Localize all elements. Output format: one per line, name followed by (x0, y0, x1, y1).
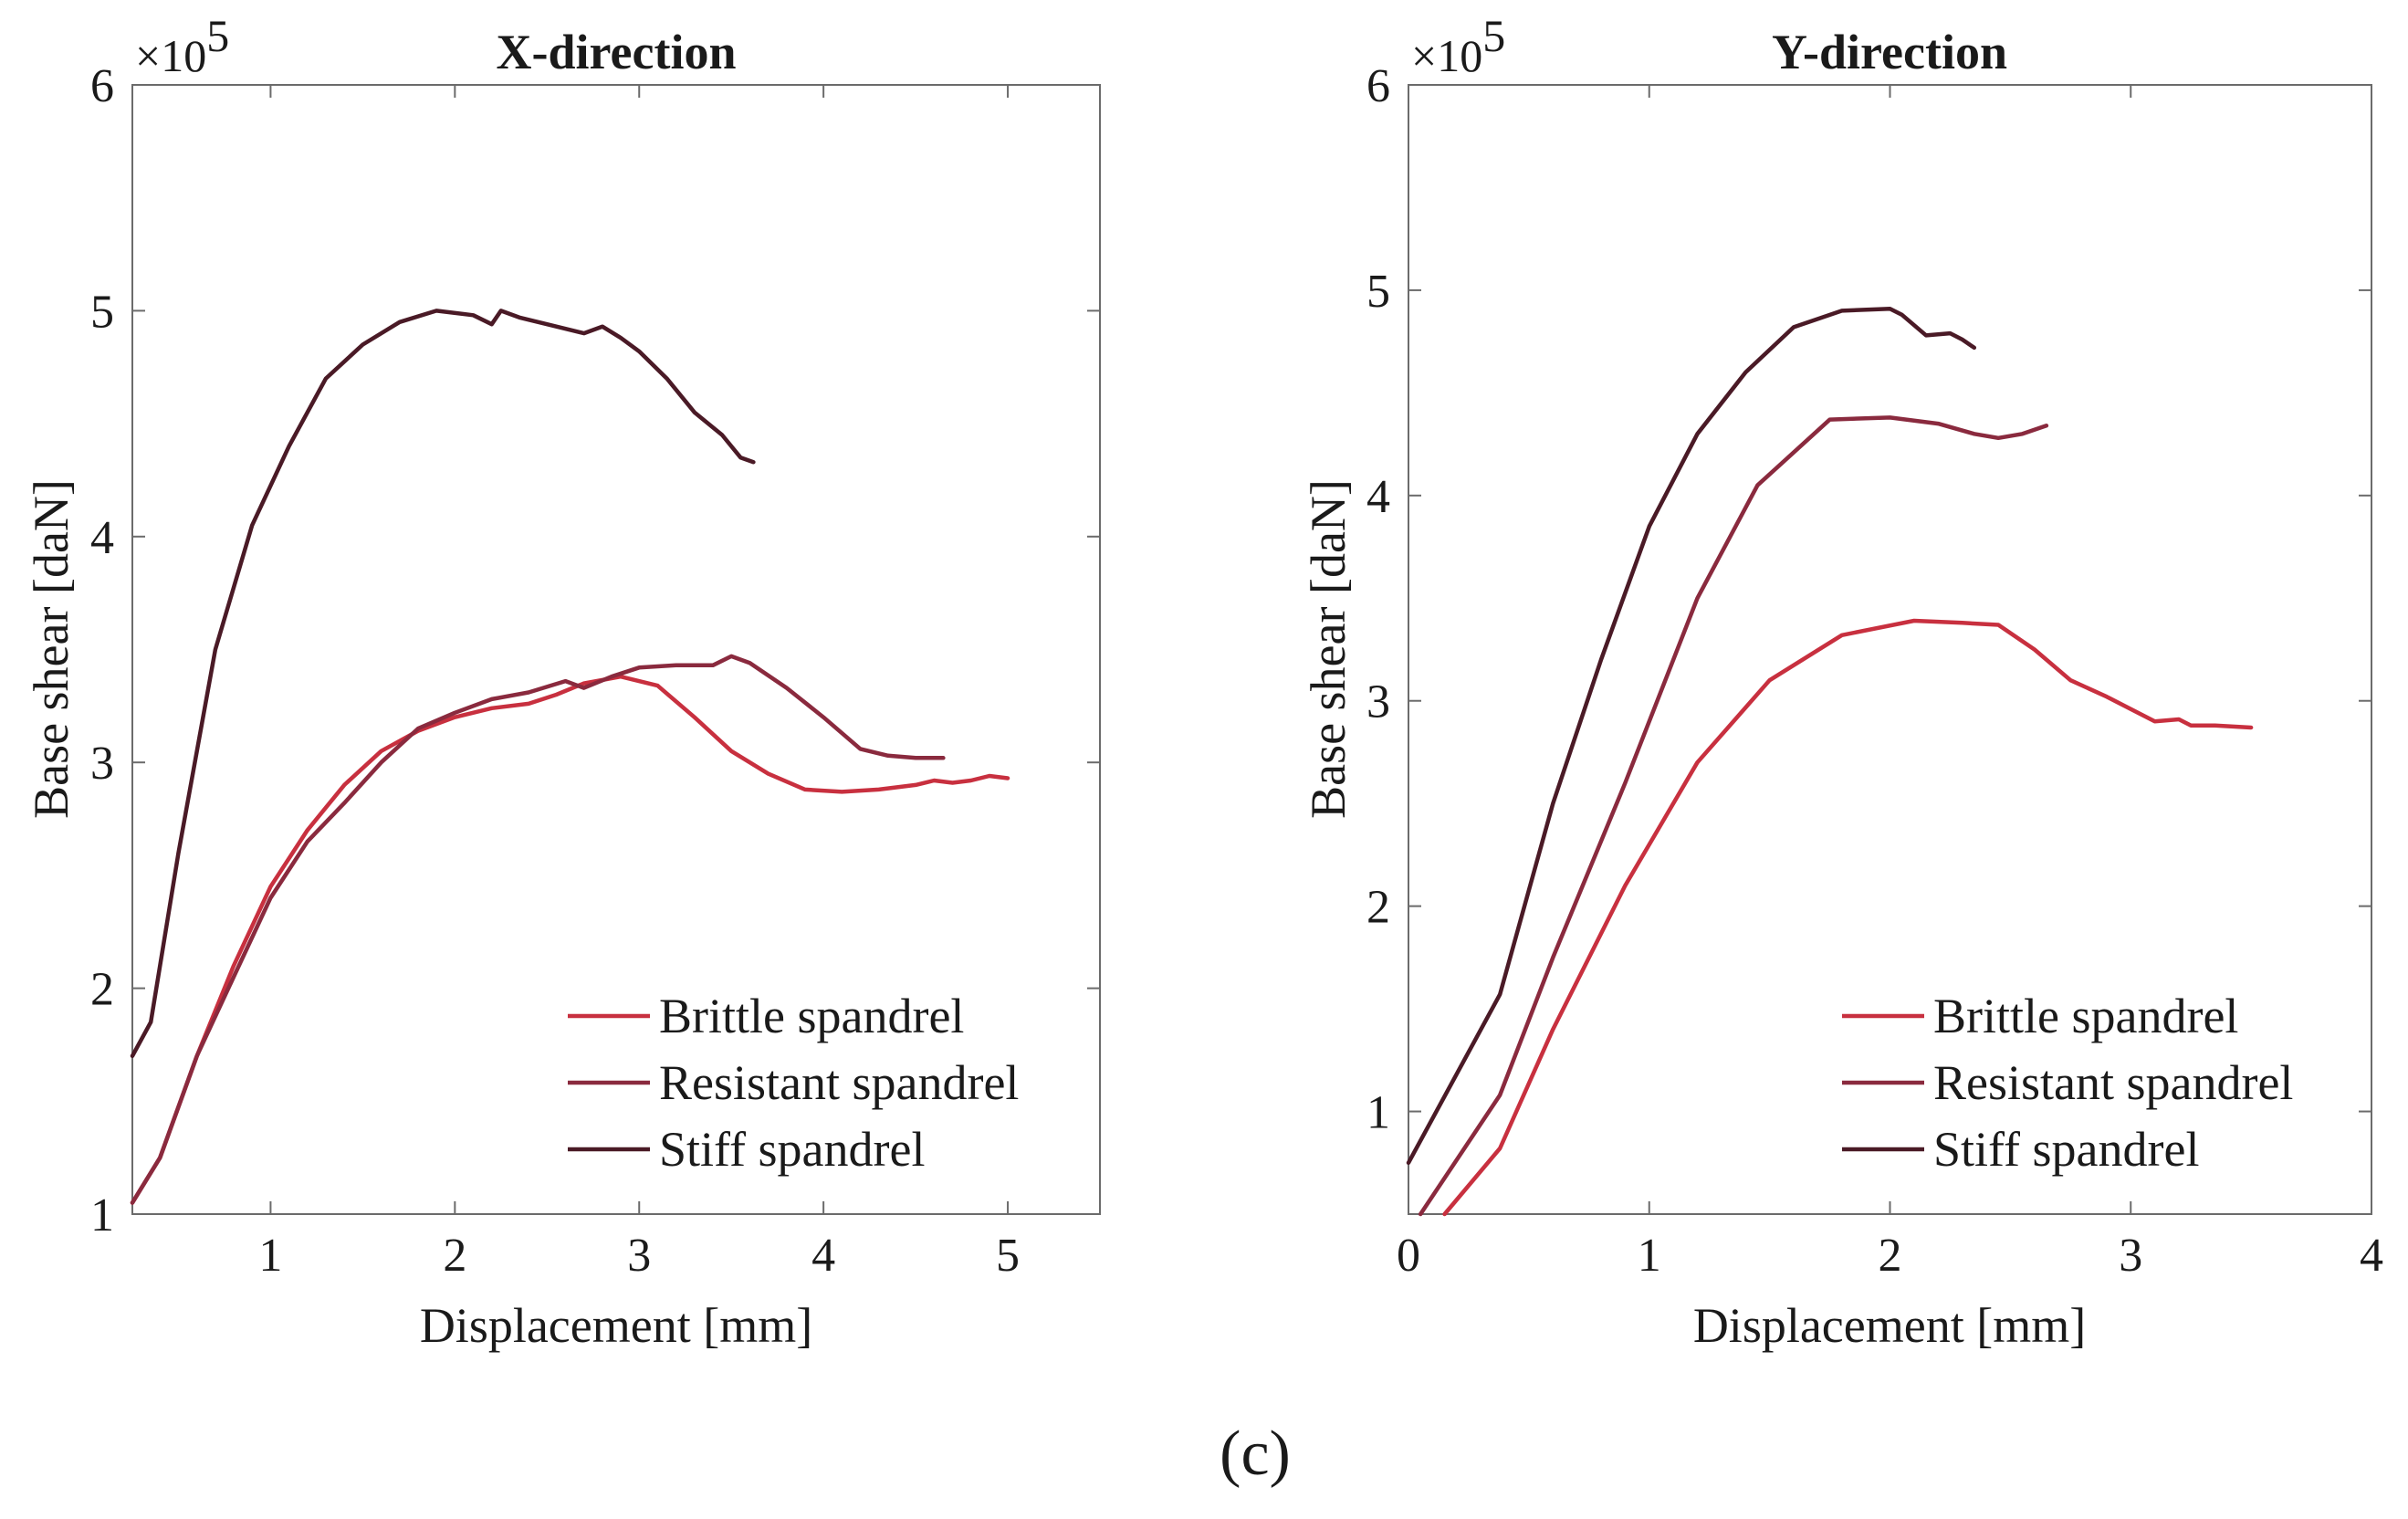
y-tick-label: 5 (90, 286, 114, 338)
legend-label-stiff-y: Stiff spandrel (1933, 1122, 2199, 1177)
x-tick-label: 0 (1397, 1230, 1420, 1282)
series-line-stiff-spandrel (1406, 306, 1977, 1166)
x-tick-label: 1 (1638, 1230, 1661, 1282)
series-group-y (1406, 306, 2254, 1217)
x-tick-label: 4 (2360, 1230, 2383, 1282)
y-tick-label: 5 (1366, 266, 1390, 318)
y-multiplier-exp-y: 5 (1482, 10, 1505, 61)
legend-label-stiff-x: Stiff spandrel (659, 1122, 925, 1177)
x-tick-label: 3 (627, 1230, 651, 1282)
y-axis-label-x: Base shear [daN] (24, 479, 79, 819)
y-tick-label: 4 (90, 512, 114, 564)
y-tick-label: 3 (1366, 676, 1390, 728)
legend-label-resistant-y: Resistant spandrel (1933, 1055, 2293, 1110)
y-tick-label: 4 (1366, 471, 1390, 523)
y-multiplier-base-x: ×10 (135, 30, 206, 81)
y-multiplier-x: ×105 (135, 10, 229, 81)
y-multiplier-exp-x: 5 (206, 10, 229, 61)
x-tick-label: 3 (2119, 1230, 2142, 1282)
chart-title-y: Y-direction (1772, 25, 2007, 79)
x-tick-label: 4 (811, 1230, 835, 1282)
y-axis-label-y: Base shear [daN] (1301, 479, 1356, 819)
legend-label-brittle-x: Brittle spandrel (659, 989, 964, 1043)
x-tick-label: 2 (443, 1230, 466, 1282)
y-multiplier-base-y: ×10 (1411, 30, 1482, 81)
y-multiplier-y: ×105 (1411, 10, 1505, 81)
x-axis-ticks-x: 1 2 3 4 5 1 2 3 4 5 6 (90, 60, 1100, 1282)
legend-x: Brittle spandrel Resistant spandrel Stif… (568, 989, 1019, 1177)
x-tick-label: 5 (996, 1230, 1020, 1282)
plot-area-x (131, 84, 1101, 1215)
y-tick-label: 2 (1366, 882, 1390, 934)
y-tick-label: 2 (90, 964, 114, 1016)
x-axis-label-y: Displacement [mm] (1693, 1298, 2086, 1353)
series-line-stiff-spandrel (130, 309, 756, 1059)
legend-label-resistant-x: Resistant spandrel (659, 1055, 1019, 1110)
y-tick-label: 1 (90, 1189, 114, 1241)
series-line-resistant-spandrel (130, 654, 946, 1205)
figure-caption: (c) (1220, 1419, 1291, 1489)
legend-y: Brittle spandrel Resistant spandrel Stif… (1842, 989, 2293, 1177)
legend-label-brittle-y: Brittle spandrel (1933, 989, 2238, 1043)
chart-title-x: X-direction (497, 25, 737, 79)
x-tick-label: 1 (258, 1230, 282, 1282)
x-axis-ticks-y: 0 1 2 3 4 1 2 3 4 5 6 (1366, 60, 2383, 1282)
x-tick-label: 2 (1879, 1230, 1902, 1282)
x-axis-label-x: Displacement [mm] (420, 1298, 812, 1353)
series-group-x (130, 309, 1010, 1205)
series-line-brittle-spandrel (1442, 618, 2254, 1217)
y-tick-label: 6 (1366, 60, 1390, 112)
series-line-resistant-spandrel (1418, 415, 2049, 1217)
y-tick-label: 3 (90, 738, 114, 790)
plot-area-y (1408, 84, 2372, 1215)
y-tick-label: 1 (1366, 1087, 1390, 1139)
y-tick-label: 6 (90, 60, 114, 112)
